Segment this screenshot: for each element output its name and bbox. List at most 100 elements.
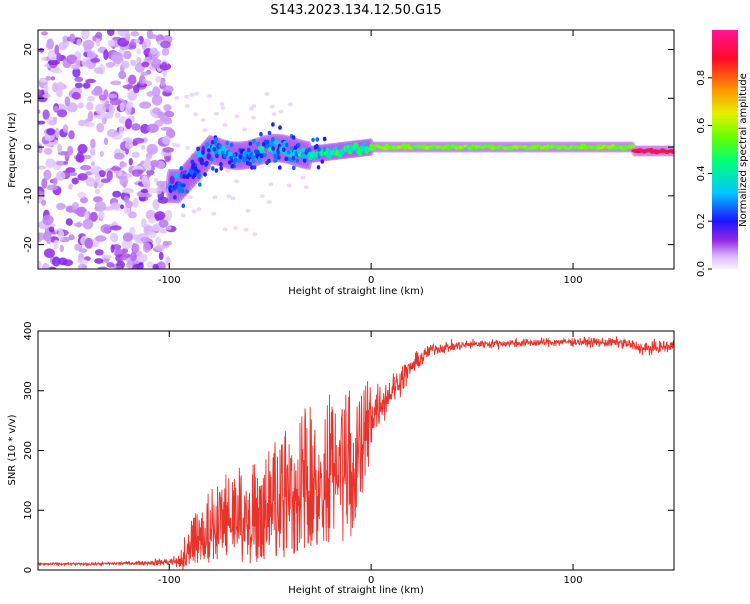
heatmap-cell <box>174 95 180 100</box>
heatmap-cell <box>302 158 307 163</box>
heatmap-cell <box>163 85 174 93</box>
heatmap-cell <box>66 54 78 65</box>
heatmap-cell <box>222 122 228 127</box>
heatmap-cell <box>107 39 116 47</box>
snr-series <box>38 336 674 570</box>
heatmap-cell <box>87 95 95 102</box>
heatmap-cell <box>284 156 289 162</box>
heatmap-cell <box>149 47 158 55</box>
heatmap-cell <box>671 150 674 154</box>
heatmap-cell <box>107 30 115 36</box>
heatmap-cell <box>153 177 159 183</box>
heatmap-cell <box>155 75 162 83</box>
heatmap-cell <box>251 115 256 120</box>
heatmap-cell <box>185 174 190 179</box>
heatmap-cell <box>225 168 231 173</box>
heatmap-cell <box>48 60 60 66</box>
heatmap-cell <box>165 256 171 267</box>
heatmap-cell <box>230 196 236 201</box>
heatmap-cell <box>96 180 104 189</box>
heatmap-cell <box>284 142 289 148</box>
heatmap-cell <box>120 255 128 261</box>
heatmap-cell <box>174 184 178 190</box>
heatmap-cell <box>141 41 147 51</box>
heatmap-cell <box>229 155 233 161</box>
heatmap-cell <box>145 209 156 220</box>
heatmap-cell <box>97 211 105 220</box>
heatmap-cell <box>105 62 115 69</box>
heatmap-cell <box>301 154 308 159</box>
spectrogram-ylabel: Frequency (Hz) <box>7 112 18 188</box>
heatmap-cell <box>38 260 42 269</box>
heatmap-cell <box>219 102 225 106</box>
y-tick-label: -20 <box>23 236 34 252</box>
heatmap-cell <box>112 190 122 198</box>
heatmap-cell <box>268 182 274 187</box>
y-tick-label: 400 <box>23 321 34 340</box>
heatmap-cell <box>233 226 238 230</box>
heatmap-cell <box>130 31 140 37</box>
heatmap-cell <box>164 210 173 221</box>
heatmap-cell <box>196 150 202 159</box>
heatmap-cell <box>265 160 269 165</box>
heatmap-cell <box>43 147 53 155</box>
heatmap-cell <box>85 78 96 84</box>
heatmap-cell <box>215 153 219 159</box>
heatmap-cell <box>56 88 63 98</box>
heatmap-cell <box>82 218 94 230</box>
heatmap-cell <box>94 201 107 212</box>
heatmap-cell <box>265 143 270 149</box>
heatmap-cell <box>122 188 134 194</box>
heatmap-cell <box>210 140 215 145</box>
heatmap-cell <box>194 91 200 96</box>
heatmap-cell <box>68 130 75 140</box>
heatmap-cell <box>273 158 277 163</box>
heatmap-cell <box>219 162 223 167</box>
heatmap-cell <box>219 166 223 171</box>
heatmap-cell <box>54 44 60 55</box>
heatmap-cell <box>90 161 95 167</box>
heatmap-cell <box>77 143 88 154</box>
heatmap-cell <box>268 146 272 153</box>
heatmap-cell <box>72 67 81 78</box>
heatmap-cell <box>303 185 309 190</box>
heatmap-cell <box>126 101 134 109</box>
heatmap-cell <box>113 152 125 160</box>
heatmap-cell <box>191 209 197 214</box>
heatmap-cell <box>278 109 284 114</box>
heatmap-cell <box>274 139 280 145</box>
heatmap-cell <box>234 114 240 119</box>
heatmap-cell <box>64 96 71 107</box>
heatmap-cell <box>296 143 301 148</box>
heatmap-cell <box>59 244 64 253</box>
heatmap-cell <box>53 239 59 250</box>
heatmap-cell <box>95 235 107 242</box>
heatmap-cell <box>187 195 193 200</box>
heatmap-cell <box>315 137 320 142</box>
heatmap-cell <box>68 183 73 190</box>
heatmap-cell <box>63 160 69 165</box>
heatmap-cell <box>97 266 108 269</box>
heatmap-cell <box>148 231 157 239</box>
heatmap-cell <box>125 200 134 208</box>
heatmap-cell <box>177 181 182 186</box>
heatmap-cell <box>243 227 249 232</box>
heatmap-cell <box>192 172 197 178</box>
heatmap-cell <box>205 160 209 166</box>
heatmap-cell <box>225 140 229 146</box>
heatmap-cell <box>630 144 635 149</box>
heatmap-cell <box>110 232 119 243</box>
x-tick-label: 0 <box>368 275 374 286</box>
heatmap-cell <box>58 257 68 266</box>
heatmap-cell <box>242 127 247 132</box>
heatmap-cell <box>152 263 159 269</box>
heatmap-cell <box>185 189 189 194</box>
heatmap-cell <box>271 137 275 142</box>
heatmap-cell <box>405 144 411 148</box>
heatmap-cell <box>322 136 327 142</box>
heatmap-cell <box>173 173 179 179</box>
heatmap-cell <box>157 111 166 119</box>
heatmap-cell <box>129 252 137 262</box>
